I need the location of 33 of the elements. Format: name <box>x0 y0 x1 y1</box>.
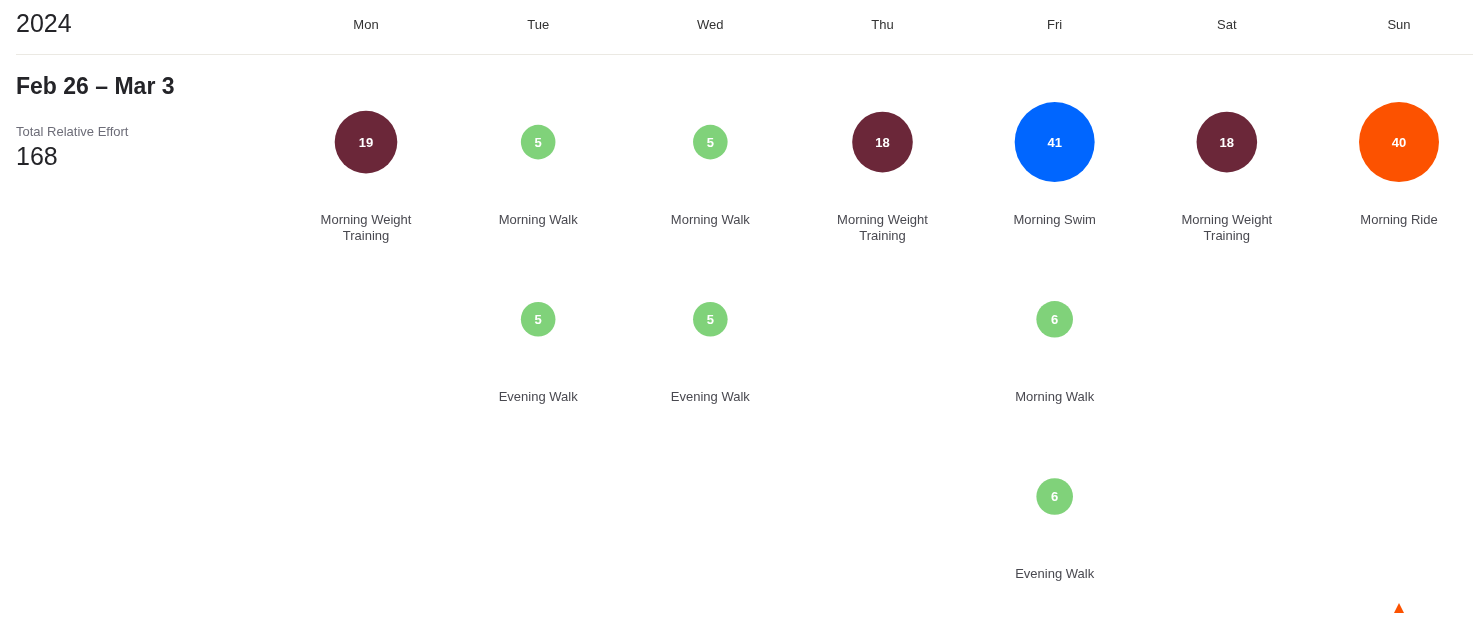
category-label: Fri <box>1047 17 1063 33</box>
data-label: 6 <box>1051 311 1059 327</box>
text: Morning Walk <box>670 211 751 227</box>
category-label: Tue <box>527 17 550 33</box>
data-label: 5 <box>706 134 714 150</box>
data-label: 41 <box>1047 134 1062 150</box>
text: Morning Ride <box>1360 211 1438 227</box>
text: Morning Swim <box>1013 211 1096 227</box>
text: Feb 26 – Mar 3 <box>16 73 175 100</box>
data-label: 18 <box>1219 134 1235 150</box>
text: Morning Weight Training <box>320 211 412 243</box>
data-label: 40 <box>1391 134 1407 150</box>
category-label: Sun <box>1387 17 1411 33</box>
data-label: 6 <box>1051 489 1059 505</box>
data-label: 5 <box>534 134 542 150</box>
category-label: Sat <box>1217 17 1237 33</box>
data-label: 5 <box>706 311 714 327</box>
category-label: Mon <box>353 17 379 33</box>
data-label: 5 <box>534 311 542 327</box>
category-label: Thu <box>871 17 894 33</box>
data-label: 19 <box>358 134 374 150</box>
category-label: Wed <box>697 17 724 33</box>
text: Morning Walk <box>1015 388 1095 404</box>
text: Total Relative Effort <box>16 123 129 139</box>
text: Evening Walk <box>670 388 751 404</box>
text: Morning Walk <box>498 211 579 227</box>
data-label: 18 <box>875 134 890 150</box>
text: Morning Weight Training <box>837 211 929 243</box>
text: 168 <box>16 141 58 170</box>
text: 2024 <box>16 8 72 37</box>
text: Evening Walk <box>1015 566 1095 582</box>
text: Morning Weight Training <box>1181 211 1273 243</box>
text: Evening Walk <box>498 388 579 404</box>
